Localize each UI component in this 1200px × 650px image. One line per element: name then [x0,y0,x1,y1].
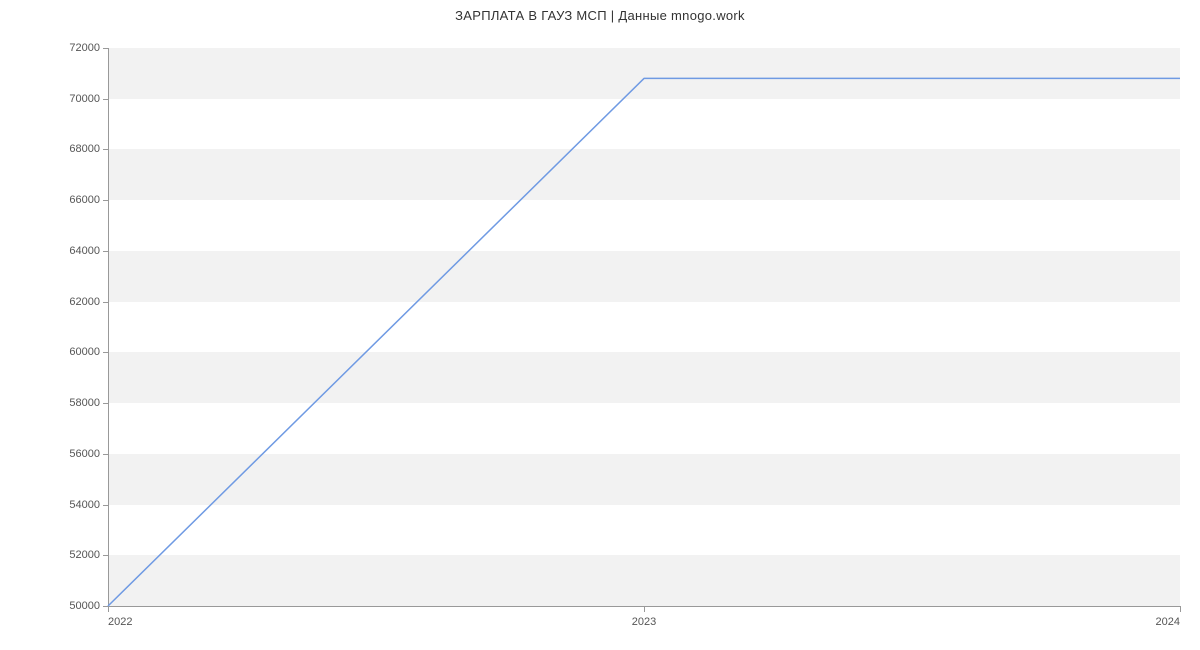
y-tick-label: 54000 [58,499,100,511]
y-tick-label: 72000 [58,42,100,54]
x-tick [644,606,645,612]
y-tick-label: 66000 [58,194,100,206]
plot-area: 5000052000540005600058000600006200064000… [108,48,1180,606]
series-layer [108,48,1180,606]
chart-title: ЗАРПЛАТА В ГАУЗ МСП | Данные mnogo.work [0,8,1200,23]
x-tick-label: 2023 [632,616,656,628]
salary-line-chart: ЗАРПЛАТА В ГАУЗ МСП | Данные mnogo.work … [0,0,1200,650]
y-tick-label: 62000 [58,296,100,308]
series-line-salary [108,78,1180,606]
x-tick [1180,606,1181,612]
x-tick [108,606,109,612]
y-tick-label: 50000 [58,600,100,612]
y-tick-label: 60000 [58,346,100,358]
x-tick-label: 2022 [108,616,132,628]
y-tick-label: 56000 [58,448,100,460]
y-tick-label: 52000 [58,549,100,561]
y-tick-label: 58000 [58,397,100,409]
y-tick-label: 64000 [58,245,100,257]
x-tick-label: 2024 [1156,616,1180,628]
y-tick-label: 68000 [58,143,100,155]
y-tick-label: 70000 [58,93,100,105]
